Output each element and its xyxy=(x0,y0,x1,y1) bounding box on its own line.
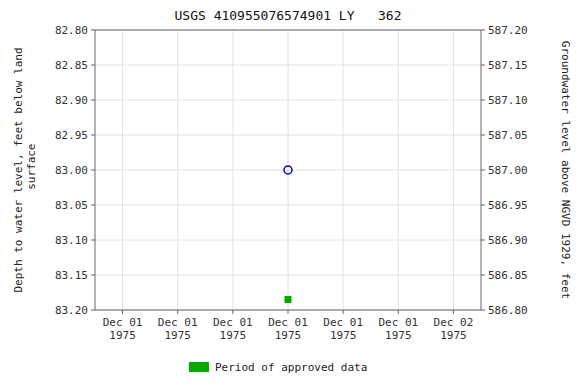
tick-label: Dec 011975 xyxy=(323,316,363,342)
tick-label: 83.15 xyxy=(55,269,88,282)
tick xyxy=(453,310,454,314)
grid-line-x xyxy=(122,30,123,310)
y2-axis: 586.80 586.85 586.90 586.95 587.00 587.05 587.… xyxy=(481,24,528,317)
tick-label: Dec 011975 xyxy=(103,316,143,342)
grid-line-x xyxy=(288,30,289,310)
marks xyxy=(284,166,292,303)
tick xyxy=(91,240,95,241)
tick xyxy=(343,310,344,314)
tick xyxy=(91,205,95,206)
tick-label: 587.10 xyxy=(488,94,528,107)
tick xyxy=(398,310,399,314)
tick xyxy=(288,310,289,314)
tick xyxy=(481,65,485,66)
tick-label: 587.20 xyxy=(488,24,528,37)
tick-label: 587.00 xyxy=(488,164,528,177)
plot-frame xyxy=(95,30,481,310)
chart: 82.80 82.85 82.90 82.95 83.00 83.05 83.10 83.15… xyxy=(0,0,576,384)
legend-swatch xyxy=(189,362,209,372)
tick-label: 83.20 xyxy=(55,304,88,317)
tick-label: 82.95 xyxy=(55,129,88,142)
tick xyxy=(91,275,95,276)
data-point xyxy=(285,297,291,303)
tick-label: 586.95 xyxy=(488,199,528,212)
tick-label: Dec 011975 xyxy=(378,316,418,342)
tick xyxy=(91,170,95,171)
tick xyxy=(481,170,485,171)
tick xyxy=(91,65,95,66)
tick-label: 586.80 xyxy=(488,304,528,317)
grid-line-x xyxy=(232,30,233,310)
tick xyxy=(481,135,485,136)
background xyxy=(0,0,576,384)
tick xyxy=(91,30,95,31)
x-axis: Dec 011975 Dec 011975 Dec 011975 Dec 011975… xyxy=(103,310,474,342)
tick-label: Dec 021975 xyxy=(434,316,474,342)
tick-label: 82.80 xyxy=(55,24,88,37)
tick-label: 587.15 xyxy=(488,59,528,72)
tick xyxy=(91,135,95,136)
tick xyxy=(91,100,95,101)
tick xyxy=(122,310,123,314)
grid-line-x xyxy=(453,30,454,310)
tick xyxy=(481,275,485,276)
tick-label: 83.00 xyxy=(55,164,88,177)
tick-label: 586.85 xyxy=(488,269,528,282)
tick-label: 82.85 xyxy=(55,59,88,72)
tick xyxy=(481,205,485,206)
tick-label: 587.05 xyxy=(488,129,528,142)
y2-axis-label: Groundwater level above NGVD 1929, feet xyxy=(559,41,572,299)
tick-label: 82.90 xyxy=(55,94,88,107)
tick-label: 83.10 xyxy=(55,234,88,247)
tick-label: Dec 011975 xyxy=(213,316,253,342)
y-axis-label: Depth to water level, feet below land su… xyxy=(12,47,38,292)
tick xyxy=(481,30,485,31)
grid xyxy=(95,30,481,310)
title: USGS 410955076574901 LY 362 xyxy=(175,8,402,23)
grid-line-x xyxy=(343,30,344,310)
tick xyxy=(481,310,485,311)
tick xyxy=(91,310,95,311)
grid-line-x xyxy=(177,30,178,310)
data-point xyxy=(284,166,292,174)
tick xyxy=(481,100,485,101)
tick xyxy=(481,240,485,241)
tick xyxy=(232,310,233,314)
y-axis: 82.80 82.85 82.90 82.95 83.00 83.05 83.10 83.15… xyxy=(55,24,95,317)
tick-label: 586.90 xyxy=(488,234,528,247)
tick-label: 83.05 xyxy=(55,199,88,212)
tick xyxy=(177,310,178,314)
legend: Period of approved data xyxy=(189,361,367,374)
legend-label: Period of approved data xyxy=(215,361,367,374)
tick-label: Dec 011975 xyxy=(158,316,198,342)
tick-label: Dec 011975 xyxy=(268,316,308,342)
grid-line-x xyxy=(398,30,399,310)
